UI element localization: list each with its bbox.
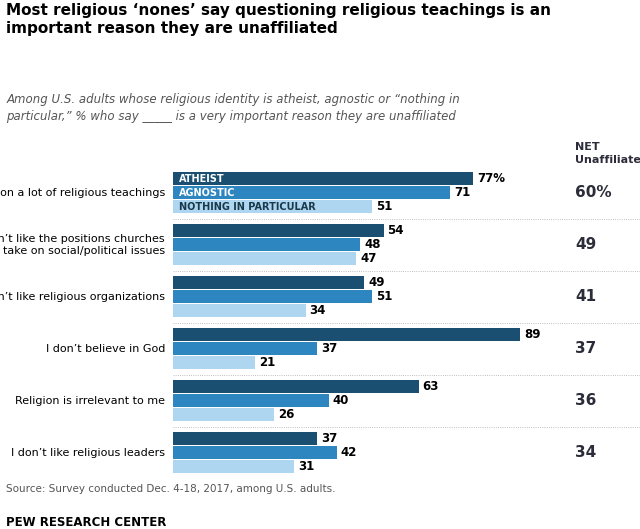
Text: ATHEIST: ATHEIST: [179, 174, 224, 184]
Text: 21: 21: [259, 356, 275, 369]
Text: 51: 51: [376, 200, 392, 213]
Text: Source: Survey conducted Dec. 4-18, 2017, among U.S. adults.: Source: Survey conducted Dec. 4-18, 2017…: [6, 484, 336, 494]
Text: Most religious ‘nones’ say questioning religious teachings is an
important reaso: Most religious ‘nones’ say questioning r…: [6, 3, 552, 37]
Text: 54: 54: [388, 224, 404, 238]
Text: I don’t like the positions churches
take on social/political issues: I don’t like the positions churches take…: [0, 234, 165, 256]
Text: Religion is irrelevant to me: Religion is irrelevant to me: [15, 396, 165, 406]
Text: 31: 31: [298, 460, 314, 473]
Text: NOTHING IN PARTICULAR: NOTHING IN PARTICULAR: [179, 202, 316, 212]
Bar: [173, 446, 337, 459]
Bar: [173, 460, 294, 473]
Bar: [173, 186, 450, 199]
Text: I don’t believe in God: I don’t believe in God: [45, 344, 165, 354]
Text: Among U.S. adults whose religious identity is atheist, agnostic or “nothing in
p: Among U.S. adults whose religious identi…: [6, 93, 460, 123]
Text: 51: 51: [376, 290, 392, 303]
Text: 60%: 60%: [575, 185, 612, 200]
Text: 41: 41: [575, 289, 596, 304]
Text: 49: 49: [575, 237, 596, 252]
Bar: [173, 342, 317, 355]
Text: 89: 89: [524, 328, 541, 341]
Bar: [173, 252, 356, 265]
Text: 34: 34: [575, 445, 596, 460]
Text: I don’t like religious leaders: I don’t like religious leaders: [11, 448, 165, 458]
Bar: [173, 408, 275, 421]
Bar: [173, 239, 360, 251]
Bar: [173, 200, 372, 213]
Bar: [173, 357, 255, 369]
Bar: [173, 380, 419, 393]
Text: 36: 36: [575, 393, 596, 408]
Text: 48: 48: [364, 238, 381, 251]
Text: I don’t like religious organizations: I don’t like religious organizations: [0, 291, 165, 302]
Bar: [173, 304, 305, 317]
Bar: [173, 224, 383, 237]
Text: 42: 42: [340, 446, 357, 459]
Bar: [173, 394, 329, 407]
Text: 37: 37: [321, 432, 337, 445]
Text: 71: 71: [454, 186, 470, 199]
Text: 49: 49: [368, 276, 385, 289]
Text: 77%: 77%: [477, 172, 506, 185]
Text: 37: 37: [321, 342, 337, 355]
Text: 37: 37: [575, 341, 596, 356]
Text: 47: 47: [360, 252, 376, 265]
Bar: [173, 329, 520, 341]
Text: AGNOSTIC: AGNOSTIC: [179, 188, 235, 198]
Text: PEW RESEARCH CENTER: PEW RESEARCH CENTER: [6, 516, 167, 529]
Text: 34: 34: [310, 304, 326, 317]
Text: 63: 63: [422, 380, 439, 393]
Bar: [173, 432, 317, 445]
Bar: [173, 277, 364, 289]
Text: NET
Unaffiliated: NET Unaffiliated: [575, 142, 640, 165]
Bar: [173, 172, 474, 185]
Text: I question a lot of religious teachings: I question a lot of religious teachings: [0, 188, 165, 198]
Text: 26: 26: [278, 408, 294, 421]
Text: 40: 40: [333, 394, 349, 407]
Bar: [173, 290, 372, 303]
